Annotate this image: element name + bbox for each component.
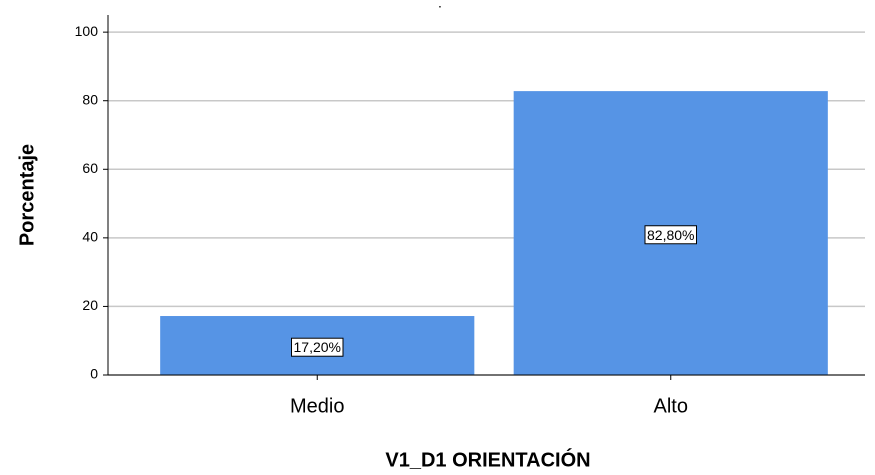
value-label-box xyxy=(644,225,697,245)
x-axis-title: V1_D1 ORIENTACIÓN xyxy=(385,447,590,471)
y-tick-label: 80 xyxy=(82,91,98,107)
chart-title: . xyxy=(438,0,442,11)
value-label: 82,80% xyxy=(647,227,694,243)
y-axis-title: Porcentaje xyxy=(16,144,38,246)
y-tick-label: 40 xyxy=(82,229,98,245)
y-tick-label: 20 xyxy=(82,297,98,313)
y-tick-label: 100 xyxy=(75,23,99,39)
value-label: 17,20% xyxy=(294,339,341,355)
x-tick-label: Alto xyxy=(654,395,688,417)
y-tick-label: 60 xyxy=(82,160,98,176)
value-label-box xyxy=(291,337,344,357)
y-tick-label: 0 xyxy=(90,366,98,382)
x-tick-label: Medio xyxy=(290,395,344,417)
